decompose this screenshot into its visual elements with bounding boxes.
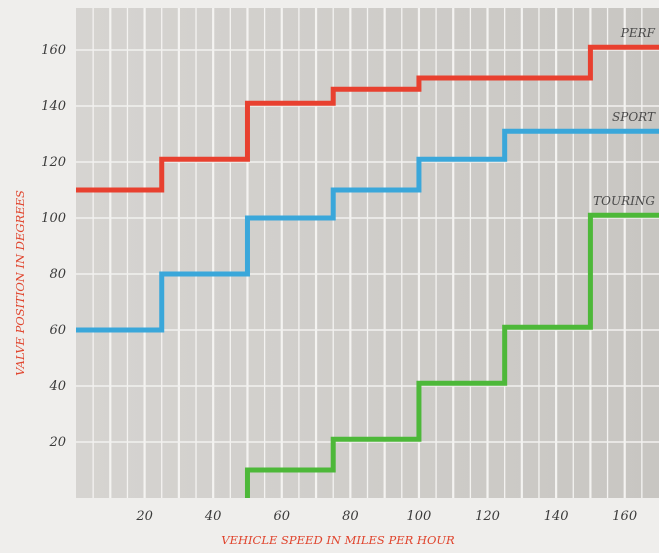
x-tick-label: 80 — [342, 509, 359, 524]
x-tick-label: 60 — [273, 509, 290, 524]
y-tick-label: 40 — [48, 379, 66, 394]
grid — [76, 8, 659, 498]
series-label-touring: TOURING — [593, 194, 655, 208]
x-axis-label: VEHICLE SPEED IN MILES PER HOUR — [221, 533, 455, 547]
y-tick-label: 100 — [41, 211, 66, 226]
x-tick-label: 40 — [204, 509, 222, 524]
series-line-perf — [76, 44, 659, 193]
series-label-perf: PERF — [620, 26, 656, 40]
series-labels: PERF SPORT TOURING — [593, 26, 656, 208]
y-tick-label: 140 — [41, 99, 66, 114]
y-tick-label: 20 — [48, 435, 66, 450]
tick-labels: 20 40 60 80 100 120 140 160 20 40 60 80 100 120 140 160 — [41, 43, 637, 524]
y-tick-label: 80 — [49, 267, 66, 282]
y-axis-label: VALVE POSITION IN DEGREES — [13, 190, 27, 376]
series-label-sport: SPORT — [612, 110, 656, 124]
x-tick-label: 140 — [544, 509, 569, 524]
x-tick-label: 160 — [612, 509, 637, 524]
y-tick-label: 120 — [41, 155, 66, 170]
x-tick-label: 20 — [135, 509, 153, 524]
y-tick-label: 160 — [41, 43, 66, 58]
x-tick-label: 120 — [475, 509, 500, 524]
series-line-touring — [244, 212, 659, 498]
series-line-sport — [76, 128, 659, 333]
x-tick-label: 100 — [407, 509, 432, 524]
series-group — [76, 44, 659, 498]
y-tick-label: 60 — [49, 323, 66, 338]
